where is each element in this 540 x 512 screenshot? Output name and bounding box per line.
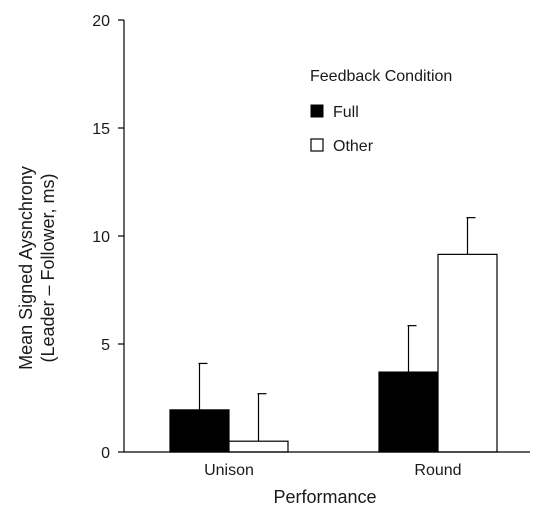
bar-unison-full <box>169 409 230 453</box>
x-tick-label-round: Round <box>414 462 461 479</box>
legend-title: Feedback Condition <box>310 68 452 85</box>
y-tick-label-10: 10 <box>92 229 110 246</box>
legend-swatch-other <box>310 138 324 152</box>
y-tick-label-5: 5 <box>101 337 110 354</box>
error-bars-group <box>198 217 476 442</box>
x-axis-ticks: Unison Round <box>204 462 461 479</box>
y-axis-title-line1: Mean Signed Aysnchrony <box>16 166 36 370</box>
legend-label-full: Full <box>333 104 359 121</box>
legend-label-other: Other <box>333 138 374 155</box>
bar-round-full <box>378 371 439 453</box>
y-axis-ticks: 0 5 10 15 20 <box>92 13 124 462</box>
bar-unison-other <box>228 440 289 453</box>
y-axis-title: Mean Signed Aysnchrony (Leader – Followe… <box>16 166 58 370</box>
y-axis-title-line2: (Leader – Follower, ms) <box>38 173 58 362</box>
bar-round-other <box>437 253 498 453</box>
y-tick-label-0: 0 <box>101 445 110 462</box>
x-axis-title: Performance <box>273 487 376 507</box>
y-tick-label-20: 20 <box>92 13 110 30</box>
x-tick-label-unison: Unison <box>204 462 254 479</box>
legend: Feedback Condition Full Other <box>310 68 452 155</box>
y-tick-label-15: 15 <box>92 121 110 138</box>
bars-group <box>169 253 498 453</box>
legend-swatch-full <box>310 104 324 118</box>
